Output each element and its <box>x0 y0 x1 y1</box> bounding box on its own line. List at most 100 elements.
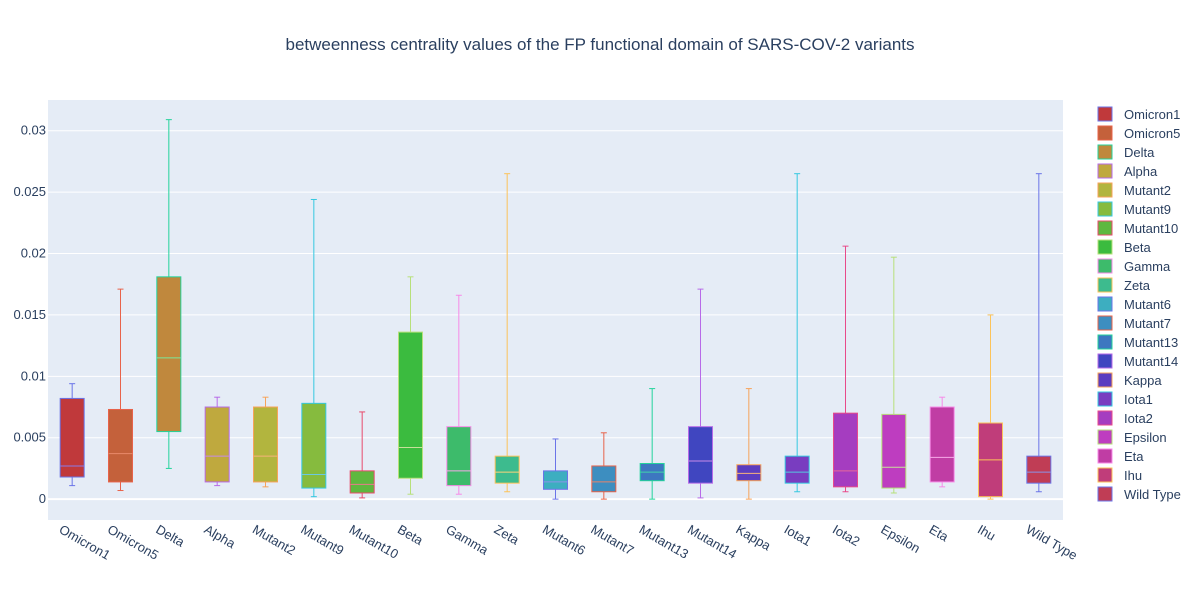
legend-item-mutant13[interactable]: Mutant13 <box>1097 334 1178 350</box>
legend-item-gamma[interactable]: Gamma <box>1097 258 1171 274</box>
legend-item-mutant14[interactable]: Mutant14 <box>1097 353 1178 369</box>
legend-item-omicron5[interactable]: Omicron5 <box>1097 125 1180 141</box>
legend-swatch <box>1097 334 1113 350</box>
box-mutant10[interactable] <box>349 411 375 499</box>
legend-swatch <box>1097 239 1113 255</box>
box-wild-type[interactable] <box>1026 173 1052 493</box>
legend-item-iota1[interactable]: Iota1 <box>1097 391 1153 407</box>
box-ihu[interactable] <box>978 314 1003 500</box>
legend-label: Kappa <box>1124 373 1162 388</box>
legend-label: Mutant14 <box>1124 354 1178 369</box>
legend-item-mutant7[interactable]: Mutant7 <box>1097 315 1171 331</box>
legend-swatch <box>1097 410 1113 426</box>
legend-item-eta[interactable]: Eta <box>1097 448 1144 464</box>
legend-item-omicron1[interactable]: Omicron1 <box>1097 106 1180 122</box>
legend-item-wild-type[interactable]: Wild Type <box>1097 486 1181 502</box>
box-iqr <box>929 406 955 483</box>
box-eta[interactable] <box>929 396 955 488</box>
legend-label: Delta <box>1124 145 1155 160</box>
legend-label: Iota1 <box>1124 392 1153 407</box>
legend-swatch <box>1097 144 1113 160</box>
legend-swatch <box>1097 315 1113 331</box>
legend-item-zeta[interactable]: Zeta <box>1097 277 1151 293</box>
box-iqr <box>253 406 278 483</box>
box-mutant13[interactable] <box>639 388 665 500</box>
box-alpha[interactable] <box>204 396 230 487</box>
legend-item-delta[interactable]: Delta <box>1097 144 1155 160</box>
legend-swatch <box>1097 106 1113 122</box>
legend-label: Mutant10 <box>1124 221 1178 236</box>
y-tick-label: 0.03 <box>21 123 46 138</box>
legend-swatch <box>1097 429 1113 445</box>
y-tick-label: 0.025 <box>13 184 46 199</box>
box-iqr <box>398 331 423 479</box>
boxes <box>59 119 1052 500</box>
box-iota2[interactable] <box>833 245 858 493</box>
box-mutant6[interactable] <box>543 438 568 500</box>
box-omicron1[interactable] <box>59 383 85 487</box>
legend-swatch <box>1097 258 1113 274</box>
legend-label: Mutant2 <box>1124 183 1171 198</box>
legend-swatch <box>1097 353 1113 369</box>
legend-label: Beta <box>1124 240 1152 255</box>
legend-swatch <box>1097 277 1113 293</box>
legend-swatch <box>1097 182 1113 198</box>
box-gamma[interactable] <box>446 294 472 495</box>
legend-swatch <box>1097 486 1113 502</box>
legend-item-epsilon[interactable]: Epsilon <box>1097 429 1167 445</box>
legend-label: Omicron5 <box>1124 126 1180 141</box>
box-iqr <box>59 397 85 478</box>
box-iqr <box>1026 455 1052 484</box>
box-mutant14[interactable] <box>688 288 713 499</box>
legend-swatch <box>1097 296 1113 312</box>
box-iqr <box>301 402 327 489</box>
y-tick-label: 0.01 <box>21 368 46 383</box>
box-iqr <box>881 413 907 489</box>
legend-item-iota2[interactable]: Iota2 <box>1097 410 1153 426</box>
legend-label: Mutant9 <box>1124 202 1171 217</box>
box-iqr <box>688 426 713 484</box>
box-mutant2[interactable] <box>253 396 278 488</box>
box-iqr <box>349 470 375 494</box>
legend-item-alpha[interactable]: Alpha <box>1097 163 1158 179</box>
box-iota1[interactable] <box>784 173 810 493</box>
box-kappa[interactable] <box>736 388 762 500</box>
legend-swatch <box>1097 163 1113 179</box>
box-iqr <box>494 455 520 484</box>
box-iqr <box>108 408 133 483</box>
y-axis-ticks: 0 0.005 0.01 0.015 0.02 0.025 0.03 <box>13 123 46 506</box>
box-epsilon[interactable] <box>881 256 907 494</box>
legend-label: Omicron1 <box>1124 107 1180 122</box>
legend-item-kappa[interactable]: Kappa <box>1097 372 1162 388</box>
box-zeta[interactable] <box>494 173 520 493</box>
box-omicron5[interactable] <box>108 288 133 492</box>
box-mutant9[interactable] <box>301 198 327 498</box>
legend-swatch <box>1097 467 1113 483</box>
legend-item-mutant10[interactable]: Mutant10 <box>1097 220 1178 236</box>
box-iqr <box>591 465 617 493</box>
box-beta[interactable] <box>398 276 423 495</box>
legend-swatch <box>1097 448 1113 464</box>
y-tick-label: 0.005 <box>13 430 46 445</box>
box-delta[interactable] <box>156 119 182 469</box>
legend-swatch <box>1097 125 1113 141</box>
legend-label: Gamma <box>1124 259 1171 274</box>
box-iqr <box>156 276 182 433</box>
legend-item-ihu[interactable]: Ihu <box>1097 467 1142 483</box>
box-mutant7[interactable] <box>591 432 617 500</box>
legend-label: Zeta <box>1124 278 1151 293</box>
legend-item-mutant2[interactable]: Mutant2 <box>1097 182 1171 198</box>
legend-label: Ihu <box>1124 468 1142 483</box>
legend-item-mutant6[interactable]: Mutant6 <box>1097 296 1171 312</box>
legend: Omicron1 Omicron5 Delta Alpha Mutant2 Mutant9… <box>1097 106 1181 502</box>
box-iqr <box>736 464 762 482</box>
legend-label: Epsilon <box>1124 430 1167 445</box>
legend-item-beta[interactable]: Beta <box>1097 239 1152 255</box>
legend-swatch <box>1097 372 1113 388</box>
legend-item-mutant9[interactable]: Mutant9 <box>1097 201 1171 217</box>
legend-label: Iota2 <box>1124 411 1153 426</box>
box-iqr <box>543 470 568 490</box>
legend-swatch <box>1097 391 1113 407</box>
